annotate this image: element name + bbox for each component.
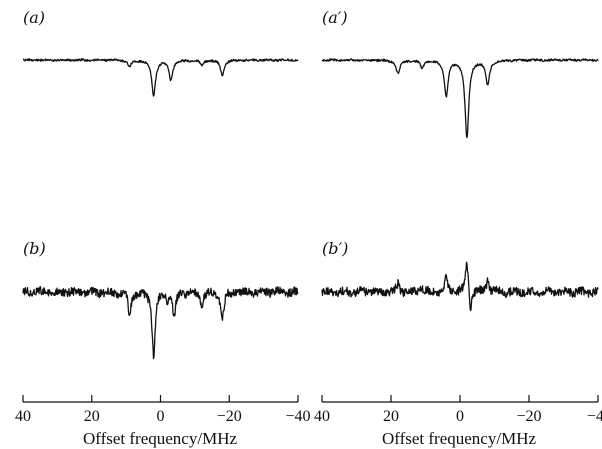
panel-label-b-prime: (b′) — [322, 239, 348, 258]
x-tick-label: −20 — [217, 408, 242, 425]
spectrum-trace-a — [22, 58, 299, 97]
x-tick-label: −4( — [587, 408, 602, 425]
x-tick-label: 0 — [456, 408, 464, 425]
x-tick-label: 20 — [383, 408, 399, 425]
x-axis-title-left: Offset frequency/MHz — [83, 429, 238, 448]
x-axis-title-right: Offset frequency/MHz — [382, 429, 537, 448]
panel-label-b: (b) — [23, 239, 46, 258]
x-axis-right: 40 20 0 −20 −4( — [314, 395, 602, 425]
spectrum-trace-a-prime — [321, 58, 599, 139]
x-tick-label: 20 — [84, 408, 100, 425]
x-tick-label: −40 — [285, 408, 310, 425]
x-tick-label: 40 — [15, 408, 31, 425]
x-tick-label: 40 — [314, 408, 330, 425]
spectrum-trace-b-prime — [321, 261, 599, 312]
panel-label-a: (a) — [23, 8, 45, 27]
panel-label-a-prime: (a′) — [322, 8, 348, 27]
x-axis-left: 40 20 0 −20 −40 — [15, 395, 311, 425]
spectrum-trace-b — [22, 286, 299, 360]
x-tick-label: −20 — [516, 408, 541, 425]
x-tick-label: 0 — [157, 408, 165, 425]
